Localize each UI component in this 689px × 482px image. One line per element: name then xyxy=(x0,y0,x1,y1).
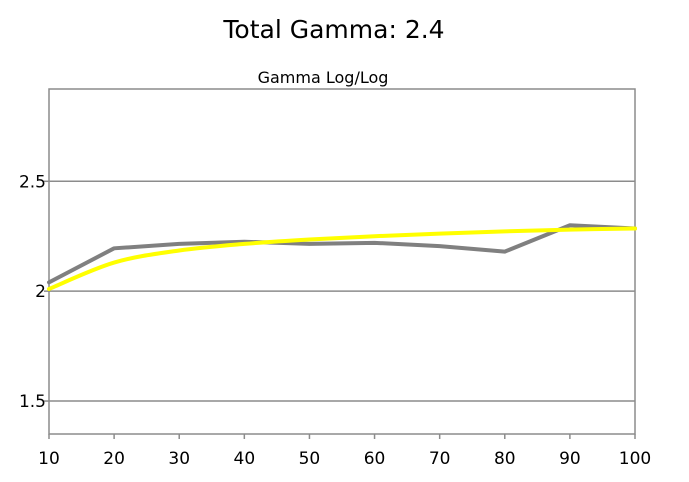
x-tick-label: 80 xyxy=(494,449,516,469)
series-line-gray xyxy=(47,223,637,285)
x-tick-label: 70 xyxy=(429,449,451,469)
x-tick-label: 20 xyxy=(103,449,125,469)
x-tick-label: 100 xyxy=(619,449,651,469)
series-line-yellow xyxy=(47,226,637,291)
x-tick-label: 30 xyxy=(168,449,190,469)
grid-lines xyxy=(49,180,635,402)
chart-title: Total Gamma: 2.4 xyxy=(222,15,444,44)
x-tick-label: 90 xyxy=(559,449,581,469)
series-lines xyxy=(47,223,637,291)
x-tick-label: 40 xyxy=(234,449,256,469)
x-tick-label: 10 xyxy=(38,449,60,469)
y-tick-label: 2.5 xyxy=(19,172,46,192)
y-axis: 1.5 2 2.5 xyxy=(19,172,49,412)
plot-area xyxy=(48,88,636,435)
chart-subtitle: Gamma Log/Log xyxy=(258,68,389,87)
y-tick-label: 2 xyxy=(35,282,46,302)
x-tick-label: 50 xyxy=(299,449,321,469)
y-tick-label: 1.5 xyxy=(19,392,46,412)
x-axis: 10 20 30 40 50 60 70 80 90 100 xyxy=(38,434,651,469)
x-tick-label: 60 xyxy=(364,449,386,469)
